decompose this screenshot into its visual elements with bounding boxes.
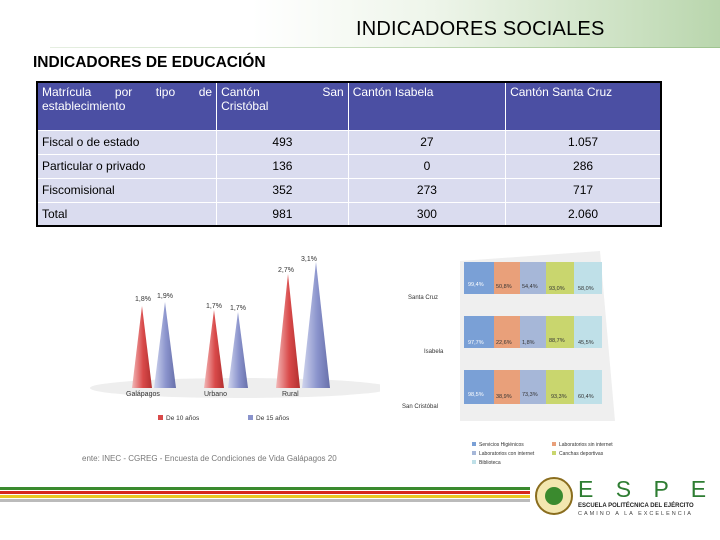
cylinder-isabela — [464, 316, 602, 348]
legend-label: Biblioteca — [479, 460, 501, 466]
legend-label: Laboratorios con internet — [479, 451, 535, 457]
table-row: Total 981 300 2.060 — [36, 201, 662, 227]
cylinder-chart-image: Santa Cruz 99,4% 50,8% 54,4% 93,0% 58,0%… — [402, 251, 615, 466]
row-label: Particular o privado — [36, 153, 218, 179]
table-row: Fiscal o de estado 493 27 1.057 — [36, 129, 662, 155]
value-label: 93,0% — [549, 286, 565, 292]
footer-stripe-red — [0, 491, 530, 494]
category-rural: Rural — [282, 391, 299, 398]
cell-santa-cruz: 2.060 — [505, 201, 662, 227]
footer-stripe-green — [0, 487, 530, 490]
page-title: INDICADORES SOCIALES — [356, 18, 605, 40]
header-band — [0, 0, 720, 48]
category-san-cristobal: San Cristóbal — [402, 404, 438, 410]
label-rural-15: 3,1% — [301, 256, 317, 263]
value-label: 58,0% — [578, 286, 594, 292]
legend-label: Servicios Higiénicos — [479, 442, 524, 448]
cone-chart-image: 1,8% 1,9% 1,7% 1,7% 2,7% 3,1% Galápagos … — [90, 256, 380, 422]
espe-slogan: CAMINO A LA EXCELENCIA — [578, 511, 693, 517]
row-label: Fiscomisional — [36, 177, 218, 203]
cylinder-san-cristobal — [464, 370, 602, 404]
value-label: 73,3% — [522, 392, 538, 398]
espe-name: ESCUELA POLITÉCNICA DEL EJÉRCITO — [578, 501, 694, 509]
legend-label-10: De 10 años — [166, 415, 200, 422]
footer-stripe-gray — [0, 499, 530, 502]
value-label: 97,7% — [468, 340, 484, 346]
cell-isabela: 300 — [347, 201, 507, 227]
value-label: 54,4% — [522, 284, 538, 290]
legend-swatch — [552, 451, 556, 455]
source-note: ente: INEC - CGREG - Encuesta de Condici… — [82, 454, 337, 463]
cone-urbano-15 — [228, 312, 248, 388]
legend-swatch-10 — [158, 415, 163, 420]
legend-swatch — [472, 451, 476, 455]
cone-rural-10 — [276, 274, 300, 388]
value-label: 93,3% — [551, 394, 567, 400]
header-isabela: Cantón Isabela — [347, 81, 507, 131]
value-label: 88,7% — [549, 338, 565, 344]
category-galapagos: Galápagos — [126, 391, 160, 398]
label-urbano-10: 1,7% — [206, 303, 222, 310]
legend-label: Laboratorios sin internet — [559, 442, 613, 448]
row-label: Total — [36, 201, 218, 227]
header-san-cristobal: Cantón San Cristóbal — [216, 81, 349, 131]
category-urbano: Urbano — [204, 391, 227, 398]
cell-san-cristobal: 136 — [216, 153, 349, 179]
cell-isabela: 0 — [347, 153, 507, 179]
cone-rural-15 — [302, 262, 330, 388]
legend-label: Canchas deportivas — [559, 451, 604, 457]
header-enrollment-type: Matrícula por tipo de establecimiento — [36, 81, 218, 131]
education-table: Matrícula por tipo de establecimiento Ca… — [36, 81, 662, 227]
espe-logo: E S P E ESCUELA POLITÉCNICA DEL EJÉRCITO… — [535, 476, 712, 517]
cell-san-cristobal: 352 — [216, 177, 349, 203]
header-santa-cruz: Cantón Santa Cruz — [505, 81, 662, 131]
title-divider — [50, 47, 720, 48]
cylinder-santa-cruz — [464, 262, 602, 294]
cell-santa-cruz: 717 — [505, 177, 662, 203]
value-label: 60,4% — [578, 394, 594, 400]
table-row: Fiscomisional 352 273 717 — [36, 177, 662, 203]
cone-galapagos-15 — [154, 302, 176, 388]
label-galapagos-10: 1,8% — [135, 296, 151, 303]
value-label: 45,5% — [578, 340, 594, 346]
cell-isabela: 273 — [347, 177, 507, 203]
legend-label-15: De 15 años — [256, 415, 290, 422]
value-label: 22,6% — [496, 340, 512, 346]
value-label: 99,4% — [468, 282, 484, 288]
value-label: 50,8% — [496, 284, 512, 290]
cell-santa-cruz: 1.057 — [505, 129, 662, 155]
cell-isabela: 27 — [347, 129, 507, 155]
espe-letters: E S P E — [578, 476, 712, 502]
cell-san-cristobal: 493 — [216, 129, 349, 155]
legend-swatch-15 — [248, 415, 253, 420]
section-title: INDICADORES DE EDUCACIÓN — [33, 54, 266, 71]
value-label: 38,9% — [496, 394, 512, 400]
label-urbano-15: 1,7% — [230, 305, 246, 312]
value-label: 98,5% — [468, 392, 484, 398]
table-row: Particular o privado 136 0 286 — [36, 153, 662, 179]
legend-swatch — [472, 460, 476, 464]
label-rural-10: 2,7% — [278, 267, 294, 274]
category-isabela: Isabela — [424, 349, 444, 355]
label-galapagos-15: 1,9% — [157, 293, 173, 300]
row-label: Fiscal o de estado — [36, 129, 218, 155]
cone-urbano-10 — [204, 310, 224, 388]
legend-swatch — [472, 442, 476, 446]
legend-swatch — [552, 442, 556, 446]
table-header-row: Matrícula por tipo de establecimiento Ca… — [36, 81, 662, 131]
cell-san-cristobal: 981 — [216, 201, 349, 227]
espe-seal-center — [545, 487, 563, 505]
cone-galapagos-10 — [132, 306, 152, 388]
cell-santa-cruz: 286 — [505, 153, 662, 179]
footer-stripe-yellow — [0, 495, 530, 498]
value-label: 1,8% — [522, 340, 535, 346]
category-santa-cruz: Santa Cruz — [408, 295, 438, 301]
